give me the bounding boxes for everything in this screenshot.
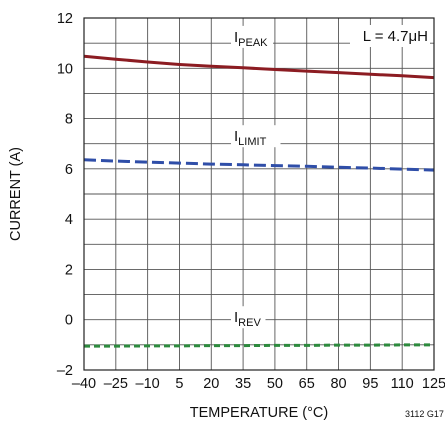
y-tick-label: –2 <box>57 363 73 379</box>
x-tick-label: 80 <box>330 376 346 392</box>
x-tick-label: 95 <box>362 376 378 392</box>
figure-id: 3112 G17 <box>405 409 444 419</box>
inductance-annotation: L = 4.7μH <box>363 28 428 45</box>
y-tick-label: 12 <box>57 11 73 27</box>
series-label-i-peak: IPEAK <box>234 29 268 49</box>
x-tick-label: –10 <box>136 376 160 392</box>
series-label-background <box>231 25 273 48</box>
x-tick-label: –25 <box>104 376 128 392</box>
series-label-i-limit: ILIMIT <box>234 128 267 148</box>
series-line-i-rev <box>84 343 434 348</box>
y-axis-title: CURRENT (A) <box>8 147 24 241</box>
series-lines <box>83 54 435 348</box>
series-label-background <box>231 306 266 329</box>
y-tick-label: 10 <box>57 61 73 77</box>
series-line-i-peak <box>83 54 435 80</box>
x-tick-label: 35 <box>235 376 251 392</box>
series-line-i-limit <box>83 158 435 172</box>
x-tick-label: 110 <box>391 376 414 392</box>
x-tick-label: 65 <box>299 376 315 392</box>
x-tick-label: –40 <box>72 376 96 392</box>
y-tick-label: 0 <box>65 313 73 329</box>
series-label-background <box>231 125 281 148</box>
x-tick-labels: –40 –25 –10 5 20 35 50 65 80 95 110 125 <box>72 376 445 392</box>
x-tick-label: 50 <box>267 376 283 392</box>
y-tick-label: 8 <box>65 112 73 128</box>
x-tick-label: 5 <box>175 376 183 392</box>
y-tick-label: 4 <box>65 212 73 228</box>
series-label-i-rev: IREV <box>234 309 261 329</box>
x-axis-title: TEMPERATURE (°C) <box>190 405 328 421</box>
plot-frame <box>83 17 435 371</box>
y-tick-label: 6 <box>65 162 73 178</box>
series-labels: IPEAK ILIMIT IREV <box>231 25 281 329</box>
x-tick-label: 125 <box>422 376 445 392</box>
annotation-box <box>350 25 430 47</box>
x-tick-label: 20 <box>203 376 219 392</box>
y-tick-labels: –2 0 2 4 6 8 10 12 <box>57 11 73 379</box>
y-tick-label: 2 <box>65 262 73 278</box>
